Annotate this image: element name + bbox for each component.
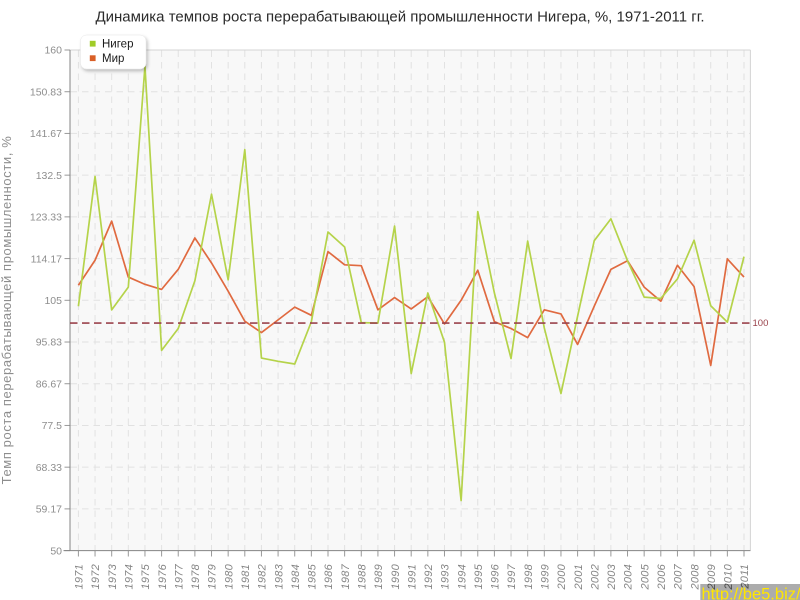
- svg-text:95.83: 95.83: [36, 337, 62, 349]
- svg-text:2007: 2007: [673, 563, 685, 590]
- svg-text:http://be5.biz/: http://be5.biz/: [702, 586, 800, 600]
- svg-text:2009: 2009: [706, 564, 718, 590]
- svg-text:2008: 2008: [689, 563, 701, 590]
- svg-text:Мир: Мир: [102, 53, 124, 65]
- svg-text:2009: 2009: [706, 564, 718, 590]
- svg-text:2011: 2011: [739, 564, 751, 590]
- svg-text:1986: 1986: [323, 563, 335, 589]
- svg-text:2003: 2003: [606, 563, 618, 590]
- svg-text:1974: 1974: [124, 564, 136, 589]
- svg-text:2000: 2000: [556, 563, 568, 590]
- svg-text:2006: 2006: [656, 563, 668, 590]
- svg-text:2010: 2010: [723, 563, 735, 590]
- svg-text:Нигер: Нигер: [102, 38, 133, 50]
- svg-text:1995: 1995: [473, 563, 485, 589]
- svg-text:1999: 1999: [540, 564, 552, 589]
- svg-text:1993: 1993: [440, 563, 452, 589]
- svg-text:1972: 1972: [90, 564, 102, 589]
- svg-text:2004: 2004: [623, 564, 635, 590]
- svg-text:1991: 1991: [406, 564, 418, 589]
- svg-text:Темп роста перерабатывающей пр: Темп роста перерабатывающей промышленнос…: [0, 136, 14, 485]
- svg-text:2010: 2010: [723, 563, 735, 590]
- svg-text:77.5: 77.5: [42, 420, 63, 432]
- svg-text:1981: 1981: [240, 564, 252, 589]
- svg-text:2011: 2011: [739, 564, 751, 590]
- svg-text:1983: 1983: [273, 563, 285, 589]
- svg-text:1976: 1976: [157, 563, 169, 589]
- svg-text:59.17: 59.17: [36, 504, 62, 516]
- svg-text:1979: 1979: [207, 564, 219, 589]
- svg-text:1998: 1998: [523, 563, 535, 589]
- svg-text:1996: 1996: [490, 563, 502, 589]
- svg-text:100: 100: [753, 318, 769, 329]
- svg-text:2002: 2002: [589, 564, 601, 590]
- svg-text:132.5: 132.5: [36, 170, 62, 182]
- svg-text:1992: 1992: [423, 564, 435, 589]
- svg-text:2001: 2001: [573, 564, 585, 590]
- svg-text:1989: 1989: [373, 564, 385, 589]
- svg-text:114.17: 114.17: [31, 253, 62, 265]
- svg-text:68.33: 68.33: [36, 462, 62, 474]
- svg-text:86.67: 86.67: [36, 378, 62, 390]
- svg-text:1990: 1990: [390, 563, 402, 589]
- svg-text:1994: 1994: [456, 564, 468, 589]
- svg-text:1985: 1985: [307, 563, 319, 589]
- svg-text:50: 50: [50, 545, 62, 557]
- svg-text:1977: 1977: [173, 563, 185, 589]
- svg-text:2005: 2005: [639, 563, 651, 590]
- svg-text:Динамика темпов роста перераба: Динамика темпов роста перерабатывающей п…: [95, 9, 704, 26]
- svg-text:1971: 1971: [74, 564, 86, 589]
- svg-text:150.83: 150.83: [30, 86, 62, 98]
- svg-text:1973: 1973: [107, 563, 119, 589]
- svg-text:1988: 1988: [356, 563, 368, 589]
- svg-text:1975: 1975: [140, 563, 152, 589]
- svg-text:160: 160: [44, 45, 62, 57]
- svg-text:1987: 1987: [340, 563, 352, 589]
- svg-text:105: 105: [44, 295, 62, 307]
- svg-text:141.67: 141.67: [30, 128, 62, 140]
- svg-text:1978: 1978: [190, 563, 202, 589]
- svg-text:1982: 1982: [257, 564, 269, 589]
- svg-text:1980: 1980: [223, 563, 235, 589]
- svg-text:1997: 1997: [506, 563, 518, 589]
- svg-text:123.33: 123.33: [30, 212, 62, 224]
- svg-text:1984: 1984: [290, 564, 302, 589]
